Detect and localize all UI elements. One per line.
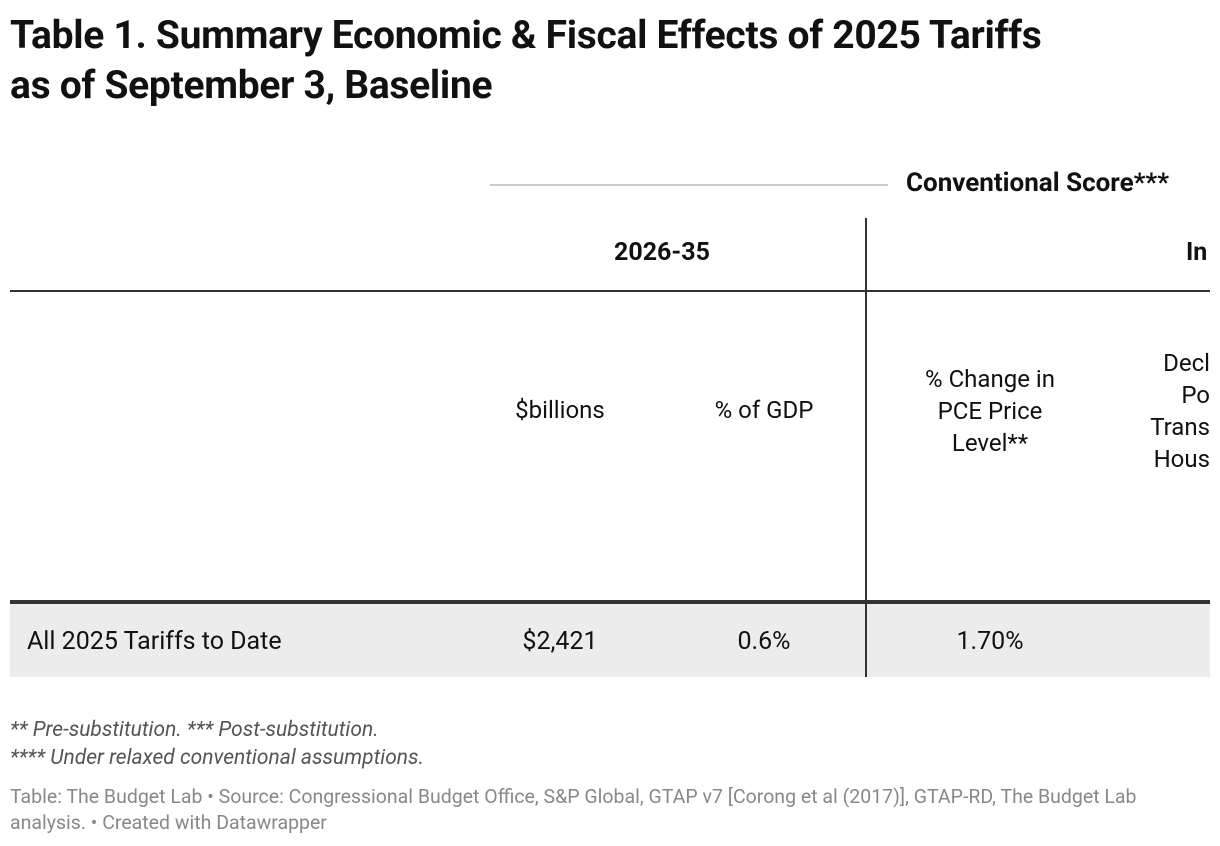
column-header: $billions xyxy=(515,396,605,424)
column-header-line: Hous xyxy=(1153,445,1210,473)
group-rule xyxy=(490,184,888,186)
column-header: % Change in PCE Price Level** xyxy=(925,365,1055,457)
cell: 1.70% xyxy=(956,627,1024,656)
column-header-line: Trans xyxy=(1150,413,1210,441)
header-rule xyxy=(10,290,1210,292)
column-header-line: Decl xyxy=(1163,349,1210,377)
note: **** Under relaxed conventional assumpti… xyxy=(10,746,424,770)
note: ** Pre-substitution. *** Post-substituti… xyxy=(10,718,379,742)
column-header: % of GDP xyxy=(714,396,814,424)
column-divider xyxy=(865,604,867,677)
column-divider xyxy=(865,218,867,677)
body-rule xyxy=(10,600,1210,604)
cell: $2,421 xyxy=(522,627,598,656)
row-background xyxy=(10,604,1210,677)
column-header-line: Po xyxy=(1181,381,1210,409)
column-group: 2026-35 xyxy=(614,238,710,267)
title-line: as of September 3, Baseline xyxy=(10,62,493,108)
title-line: Table 1. Summary Economic & Fiscal Effec… xyxy=(10,12,1042,58)
group-header: Conventional Score*** xyxy=(906,168,1170,198)
row-label: All 2025 Tariffs to Date xyxy=(27,627,282,656)
footer: Table: The Budget Lab • Source: Congress… xyxy=(10,785,1137,834)
cell: 0.6% xyxy=(737,627,791,656)
column-group: In xyxy=(1186,238,1208,267)
